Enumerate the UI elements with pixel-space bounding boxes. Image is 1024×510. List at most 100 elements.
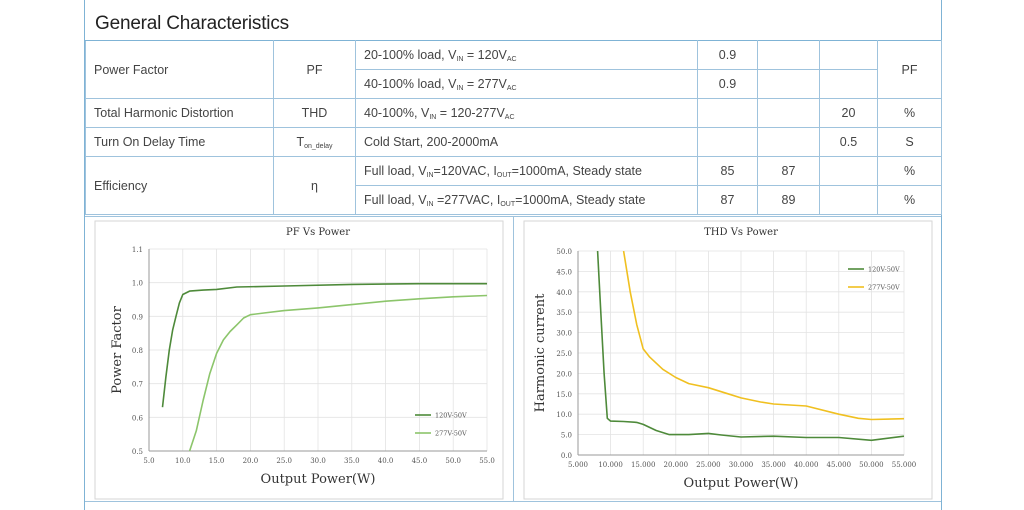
series-line [622,251,904,421]
legend-label: 277V-50V [435,430,467,438]
param-condition: Full load, VIN =277VAC, IOUT=1000mA, Ste… [355,185,698,215]
value-max [819,156,878,186]
y-tick-label: 10.0 [556,411,572,419]
x-tick-label: 55.0 [479,457,495,465]
param-symbol: η [273,156,356,215]
x-tick-label: 50.0 [445,457,461,465]
chart-box [523,220,933,500]
param-symbol: Ton_delay [273,127,356,157]
x-tick-label: 30.000 [729,461,754,469]
param-label: Turn On Delay Time [85,127,274,157]
legend-label: 120V-50V [868,266,900,274]
y-tick-label: 0.7 [132,381,143,389]
document-frame: General Characteristics Power Factor PF … [84,0,942,510]
series-line [188,294,487,451]
y-tick-label: 50.0 [556,248,572,256]
x-tick-label: 45.000 [827,461,852,469]
table-row: Turn On Delay Time Ton_delay Cold Start,… [85,127,942,157]
value-min: 0.9 [697,40,758,70]
thd-vs-power-chart: THD Vs Power 0.0 5.0 10.0 15.0 20.0 25.0 30.0 35… [523,220,933,500]
param-condition: Cold Start, 200-2000mA [355,127,698,157]
table-row: Efficiency η Full load, VIN=120VAC, IOUT… [85,156,942,215]
value-min: 0.9 [697,69,758,99]
value-max [819,185,878,215]
y-tick-label: 25.0 [556,350,572,358]
y-tick-label: 1.0 [132,280,143,288]
table-row: Full load, VIN =277VAC, IOUT=1000mA, Ste… [86,185,942,215]
param-unit: % [877,98,942,128]
x-tick-label: 35.000 [761,461,786,469]
x-tick-label: 20.000 [664,461,689,469]
value-min [697,98,758,128]
y-tick-label: 40.0 [556,289,572,297]
table-row: Total Harmonic Distortion THD 40-100%, V… [85,98,942,128]
x-tick-label: 15.0 [209,457,225,465]
x-tick-label: 15.000 [631,461,656,469]
y-tick-label: 0.9 [132,313,143,321]
legend-label: 120V-50V [435,412,467,420]
param-unit: % [877,156,942,186]
value-min: 85 [697,156,758,186]
value-typ [757,98,820,128]
x-tick-label: 55.000 [892,461,917,469]
param-unit: % [877,185,942,215]
param-label: Efficiency [85,156,274,215]
charts-area: PF Vs Power 0.5 0.6 0.7 0.8 0.9 1.0 1.1 5.0 10.0 1… [85,216,941,502]
x-tick-label: 5.0 [143,457,154,465]
value-max [819,40,878,70]
param-unit: PF [877,40,942,99]
value-typ: 87 [757,156,820,186]
x-tick-label: 50.000 [859,461,884,469]
param-condition: 40-100%, VIN = 120-277VAC [355,98,698,128]
param-label: Total Harmonic Distortion [85,98,274,128]
x-tick-label: 45.0 [412,457,428,465]
y-tick-label: 1.1 [132,246,143,254]
value-typ: 89 [757,185,820,215]
param-condition: Full load, VIN=120VAC, IOUT=1000mA, Stea… [355,156,698,186]
x-tick-label: 20.0 [243,457,259,465]
x-axis-label: Output Power(W) [261,472,376,487]
value-max [819,69,878,99]
characteristics-table: Power Factor PF 20-100% load, VIN = 120V… [85,40,942,215]
y-tick-label: 20.0 [556,370,572,378]
value-typ [757,40,820,70]
y-tick-label: 5.0 [561,432,572,440]
x-axis-label: Output Power(W) [684,476,799,491]
y-tick-label: 45.0 [556,268,572,276]
param-condition: 40-100% load, VIN = 277VAC [355,69,698,99]
x-tick-label: 25.000 [696,461,721,469]
section-title: General Characteristics [95,13,289,34]
y-tick-label: 0.5 [132,448,143,456]
y-axis-label: Harmonic current [533,293,548,413]
x-tick-label: 40.000 [794,461,819,469]
pf-vs-power-chart: PF Vs Power 0.5 0.6 0.7 0.8 0.9 1.0 1.1 5.0 10.0 1… [94,220,504,500]
x-tick-label: 35.0 [344,457,360,465]
y-axis-label: Power Factor [110,305,125,393]
chart-box [94,220,504,500]
x-tick-label: 40.0 [378,457,394,465]
y-tick-label: 0.8 [132,347,143,355]
param-condition: 20-100% load, VIN = 120VAC [355,40,698,70]
legend-label: 277V-50V [868,284,900,292]
chart-title: PF Vs Power [286,227,350,238]
param-label: Power Factor [85,40,274,99]
chart-title: THD Vs Power [704,227,778,238]
value-typ [757,69,820,99]
x-tick-label: 10.0 [175,457,191,465]
series-line [596,251,904,442]
y-tick-label: 15.0 [556,391,572,399]
y-tick-label: 0.6 [132,414,144,422]
value-min [697,127,758,157]
value-max: 0.5 [819,127,878,157]
param-symbol: THD [273,98,356,128]
value-max: 20 [819,98,878,128]
param-symbol: PF [273,40,356,99]
table-row: Power Factor PF 20-100% load, VIN = 120V… [85,40,942,99]
x-tick-label: 25.0 [276,457,292,465]
y-tick-label: 30.0 [556,330,572,338]
value-typ [757,127,820,157]
x-tick-label: 5.000 [568,461,588,469]
table-row: 40-100% load, VIN = 277VAC 0.9 [86,69,942,99]
value-min: 87 [697,185,758,215]
series-line [161,282,487,408]
